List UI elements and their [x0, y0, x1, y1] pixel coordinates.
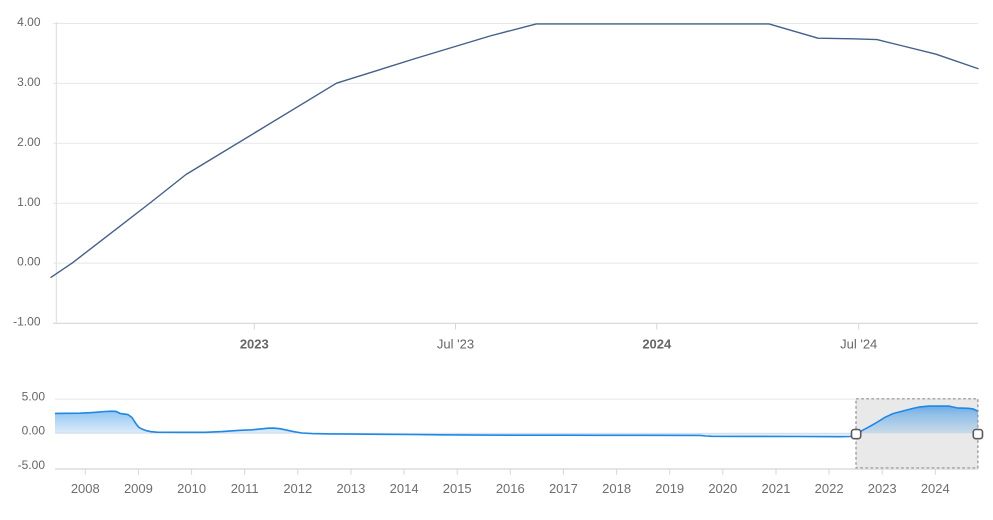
svg-text:2019: 2019 [655, 481, 684, 496]
svg-text:2013: 2013 [336, 481, 365, 496]
svg-text:2020: 2020 [708, 481, 737, 496]
svg-text:0.00: 0.00 [17, 255, 41, 269]
svg-text:3.00: 3.00 [17, 75, 41, 89]
svg-text:2015: 2015 [443, 481, 472, 496]
svg-text:2022: 2022 [815, 481, 844, 496]
svg-text:2023: 2023 [868, 481, 897, 496]
svg-text:5.00: 5.00 [22, 390, 46, 404]
svg-text:1.00: 1.00 [17, 195, 41, 209]
svg-text:2016: 2016 [496, 481, 525, 496]
svg-text:2010: 2010 [177, 481, 206, 496]
svg-text:2024: 2024 [921, 481, 950, 496]
svg-text:-1.00: -1.00 [13, 315, 41, 329]
svg-text:4.00: 4.00 [17, 15, 41, 29]
svg-text:2018: 2018 [602, 481, 631, 496]
svg-text:Jul '23: Jul '23 [437, 336, 474, 351]
svg-text:-5.00: -5.00 [18, 458, 46, 472]
svg-text:2012: 2012 [283, 481, 312, 496]
svg-text:2017: 2017 [549, 481, 578, 496]
svg-text:0.00: 0.00 [22, 424, 46, 438]
svg-text:2011: 2011 [231, 481, 259, 496]
svg-text:2.00: 2.00 [17, 135, 41, 149]
svg-text:2021: 2021 [762, 481, 791, 496]
svg-text:2014: 2014 [390, 481, 419, 496]
svg-text:2024: 2024 [642, 336, 672, 351]
svg-text:2008: 2008 [71, 481, 100, 496]
svg-text:2023: 2023 [240, 336, 269, 351]
svg-text:Jul '24: Jul '24 [840, 336, 877, 351]
svg-text:2009: 2009 [124, 481, 153, 496]
